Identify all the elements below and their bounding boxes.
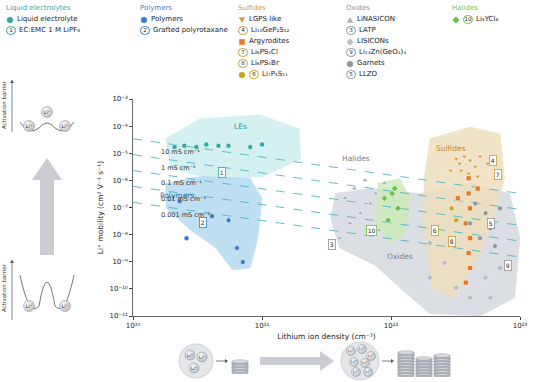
html-text:Liquid electrolyte: Liquid electrolyte — [17, 15, 78, 23]
html-text:2: 2 — [143, 27, 147, 33]
html-text:Oxides: Oxides — [346, 4, 370, 12]
svg-text:Halides: Halides — [342, 154, 370, 163]
svg-text:10⁻³: 10⁻³ — [112, 95, 128, 103]
svg-text:10⁻¹⁰: 10⁻¹⁰ — [110, 285, 128, 293]
svg-text:Li⁺: Li⁺ — [43, 109, 50, 115]
svg-text:10⁻⁸: 10⁻⁸ — [112, 231, 128, 239]
html-text:1: 1 — [9, 27, 13, 33]
html-text:Liquid electrolytes: Liquid electrolytes — [6, 4, 71, 12]
svg-text:Li⁺: Li⁺ — [61, 123, 68, 129]
svg-text:1: 1 — [220, 169, 224, 176]
svg-text:Li⁺: Li⁺ — [25, 123, 32, 129]
svg-text:LEs: LEs — [234, 122, 247, 131]
html-text:LLZO: LLZO — [359, 70, 378, 78]
html-text:3: 3 — [349, 27, 353, 33]
svg-text:0.01 mS cm⁻¹: 0.01 mS cm⁻¹ — [161, 195, 206, 203]
html-text:Li₇P₃S₁₁: Li₇P₃S₁₁ — [262, 70, 288, 78]
html-text:Argyrodites: Argyrodites — [249, 37, 290, 45]
html-text:Garnets: Garnets — [357, 59, 385, 67]
html-text:Halides: Halides — [452, 4, 478, 12]
svg-text:10⁻¹¹: 10⁻¹¹ — [110, 312, 128, 320]
svg-text:Li⁺: Li⁺ — [368, 353, 374, 358]
html-text:EC:EMC 1 M LiPF₆: EC:EMC 1 M LiPF₆ — [19, 26, 81, 34]
html-text:Polymers: Polymers — [151, 15, 183, 23]
svg-text:10⁻⁶: 10⁻⁶ — [112, 177, 128, 185]
html-text:Polymers: Polymers — [140, 4, 172, 12]
html-text:10: 10 — [464, 16, 472, 22]
svg-text:10 mS cm⁻¹: 10 mS cm⁻¹ — [161, 148, 200, 156]
svg-text:5: 5 — [489, 220, 493, 227]
svg-text:Li⁺: Li⁺ — [359, 346, 365, 351]
svg-text:10²²: 10²² — [384, 322, 399, 330]
html-text:LATP: LATP — [359, 26, 376, 34]
svg-text:Li⁺: Li⁺ — [365, 369, 371, 374]
svg-text:Li⁺: Li⁺ — [61, 303, 68, 309]
svg-text:10⁻⁷: 10⁻⁷ — [112, 204, 128, 212]
svg-text:10: 10 — [368, 227, 376, 234]
html-text:LiNASICON: LiNASICON — [357, 15, 395, 23]
svg-text:Activation barrier: Activation barrier — [1, 263, 7, 311]
svg-text:Li⁺: Li⁺ — [191, 366, 198, 371]
svg-text:6: 6 — [433, 227, 437, 234]
html-text:7: 7 — [241, 49, 245, 55]
html-text:LISICONs: LISICONs — [357, 37, 389, 45]
html-text:9: 9 — [349, 49, 353, 55]
svg-text:Li⁺: Li⁺ — [25, 303, 32, 309]
html-text:Sulfides: Sulfides — [238, 4, 266, 12]
svg-text:10²⁰: 10²⁰ — [126, 322, 141, 330]
svg-text:7: 7 — [496, 171, 500, 178]
svg-text:Polymers: Polymers — [160, 191, 194, 200]
html-text:Grafted polyrotaxane: Grafted polyrotaxane — [153, 26, 228, 34]
html-text:Li₆PS₅Cl: Li₆PS₅Cl — [251, 48, 278, 56]
svg-text:Sulfides: Sulfides — [436, 144, 466, 153]
html-text:Li₁₀GeP₂S₁₂: Li₁₀GeP₂S₁₂ — [251, 26, 290, 34]
svg-text:2: 2 — [201, 219, 205, 226]
svg-text:4: 4 — [491, 157, 495, 164]
svg-text:Li⁺: Li⁺ — [187, 353, 194, 358]
svg-text:10⁻⁹: 10⁻⁹ — [112, 258, 128, 266]
svg-text:Li⁺: Li⁺ — [348, 348, 354, 353]
svg-text:10²³: 10²³ — [513, 322, 528, 330]
svg-text:Activation barrier: Activation barrier — [1, 80, 7, 128]
svg-text:Li⁺: Li⁺ — [362, 360, 368, 365]
svg-text:Li⁺: Li⁺ — [351, 359, 357, 364]
html-text:6: 6 — [252, 71, 256, 77]
svg-text:10⁻⁴: 10⁻⁴ — [112, 123, 128, 131]
svg-text:0.001 mS cm⁻¹: 0.001 mS cm⁻¹ — [161, 211, 211, 219]
svg-text:Li⁺ mobility (cm² V⁻¹ s⁻¹): Li⁺ mobility (cm² V⁻¹ s⁻¹) — [96, 161, 105, 254]
html-text:Li₃YCl₆: Li₃YCl₆ — [476, 15, 499, 23]
html-text:Li₆PS₅Br: Li₆PS₅Br — [251, 59, 279, 67]
svg-text:Oxides: Oxides — [387, 252, 413, 261]
svg-text:8: 8 — [450, 238, 454, 245]
html-text:5: 5 — [349, 71, 353, 77]
svg-text:Lithium ion density (cm⁻³): Lithium ion density (cm⁻³) — [277, 332, 375, 341]
html-text:8: 8 — [241, 60, 245, 66]
html-text:LGPS like: LGPS like — [249, 15, 282, 23]
svg-text:3: 3 — [330, 241, 334, 248]
svg-text:10²¹: 10²¹ — [255, 322, 270, 330]
svg-text:10⁻⁵: 10⁻⁵ — [112, 150, 128, 158]
svg-text:9: 9 — [506, 262, 510, 269]
svg-text:Li⁺: Li⁺ — [353, 369, 359, 374]
svg-text:1 mS cm⁻¹: 1 mS cm⁻¹ — [161, 164, 196, 172]
svg-text:0.1 mS cm⁻¹: 0.1 mS cm⁻¹ — [161, 179, 202, 187]
html-text:4: 4 — [241, 27, 245, 33]
svg-text:Li⁺: Li⁺ — [199, 355, 206, 360]
html-text:Li₁₄Zn(GeO₄)₄: Li₁₄Zn(GeO₄)₄ — [359, 48, 406, 56]
